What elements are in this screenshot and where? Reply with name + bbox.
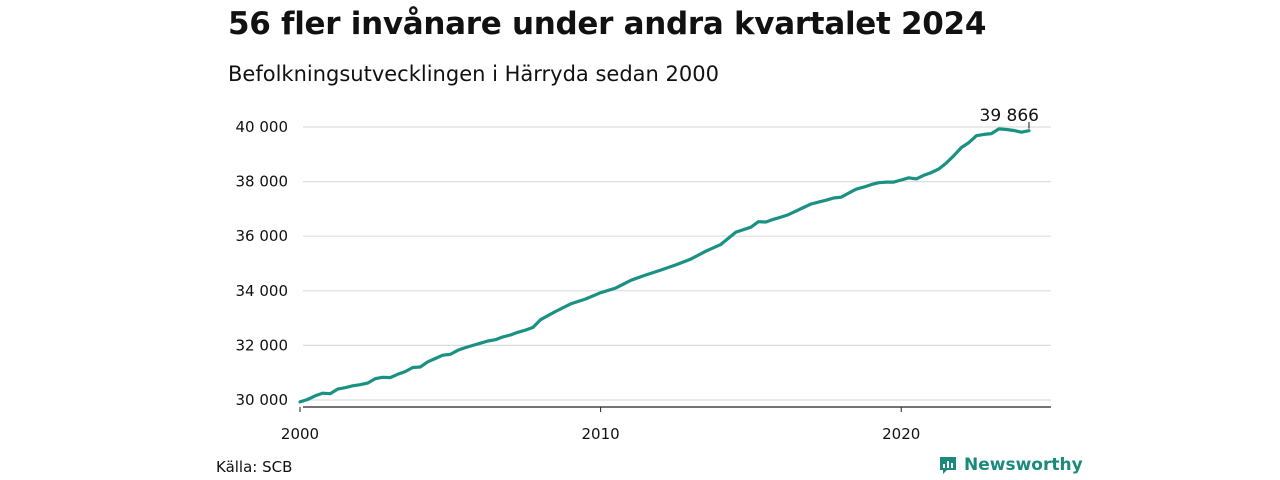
x-tick-label: 2000: [281, 425, 319, 443]
y-tick-label: 34 000: [236, 282, 289, 300]
newsworthy-logo-icon: [940, 457, 956, 474]
x-axis-ticks: 2000 2010 2020: [281, 407, 920, 443]
chart-subtitle: Befolkningsutvecklingen i Härryda sedan …: [228, 62, 719, 86]
grid-lines: [303, 126, 1051, 401]
x-tick-label: 2020: [882, 425, 920, 443]
y-axis-tick-labels: 30 000 32 000 34 000 36 000 38 000 40 000: [236, 118, 289, 409]
chart-title: 56 fler invånare under andra kvartalet 2…: [228, 6, 987, 42]
y-tick-label: 32 000: [236, 336, 289, 354]
brand-logo: Newsworthy: [938, 455, 1083, 475]
y-tick-label: 30 000: [236, 391, 289, 409]
end-value-label: 39 866: [980, 106, 1039, 126]
source-note: Källa: SCB: [216, 458, 293, 476]
brand-name: Newsworthy: [964, 455, 1083, 475]
x-tick-label: 2010: [582, 425, 620, 443]
y-tick-label: 38 000: [236, 173, 289, 191]
y-tick-label: 40 000: [236, 118, 289, 136]
population-line: [298, 127, 1031, 404]
y-tick-label: 36 000: [236, 227, 289, 245]
